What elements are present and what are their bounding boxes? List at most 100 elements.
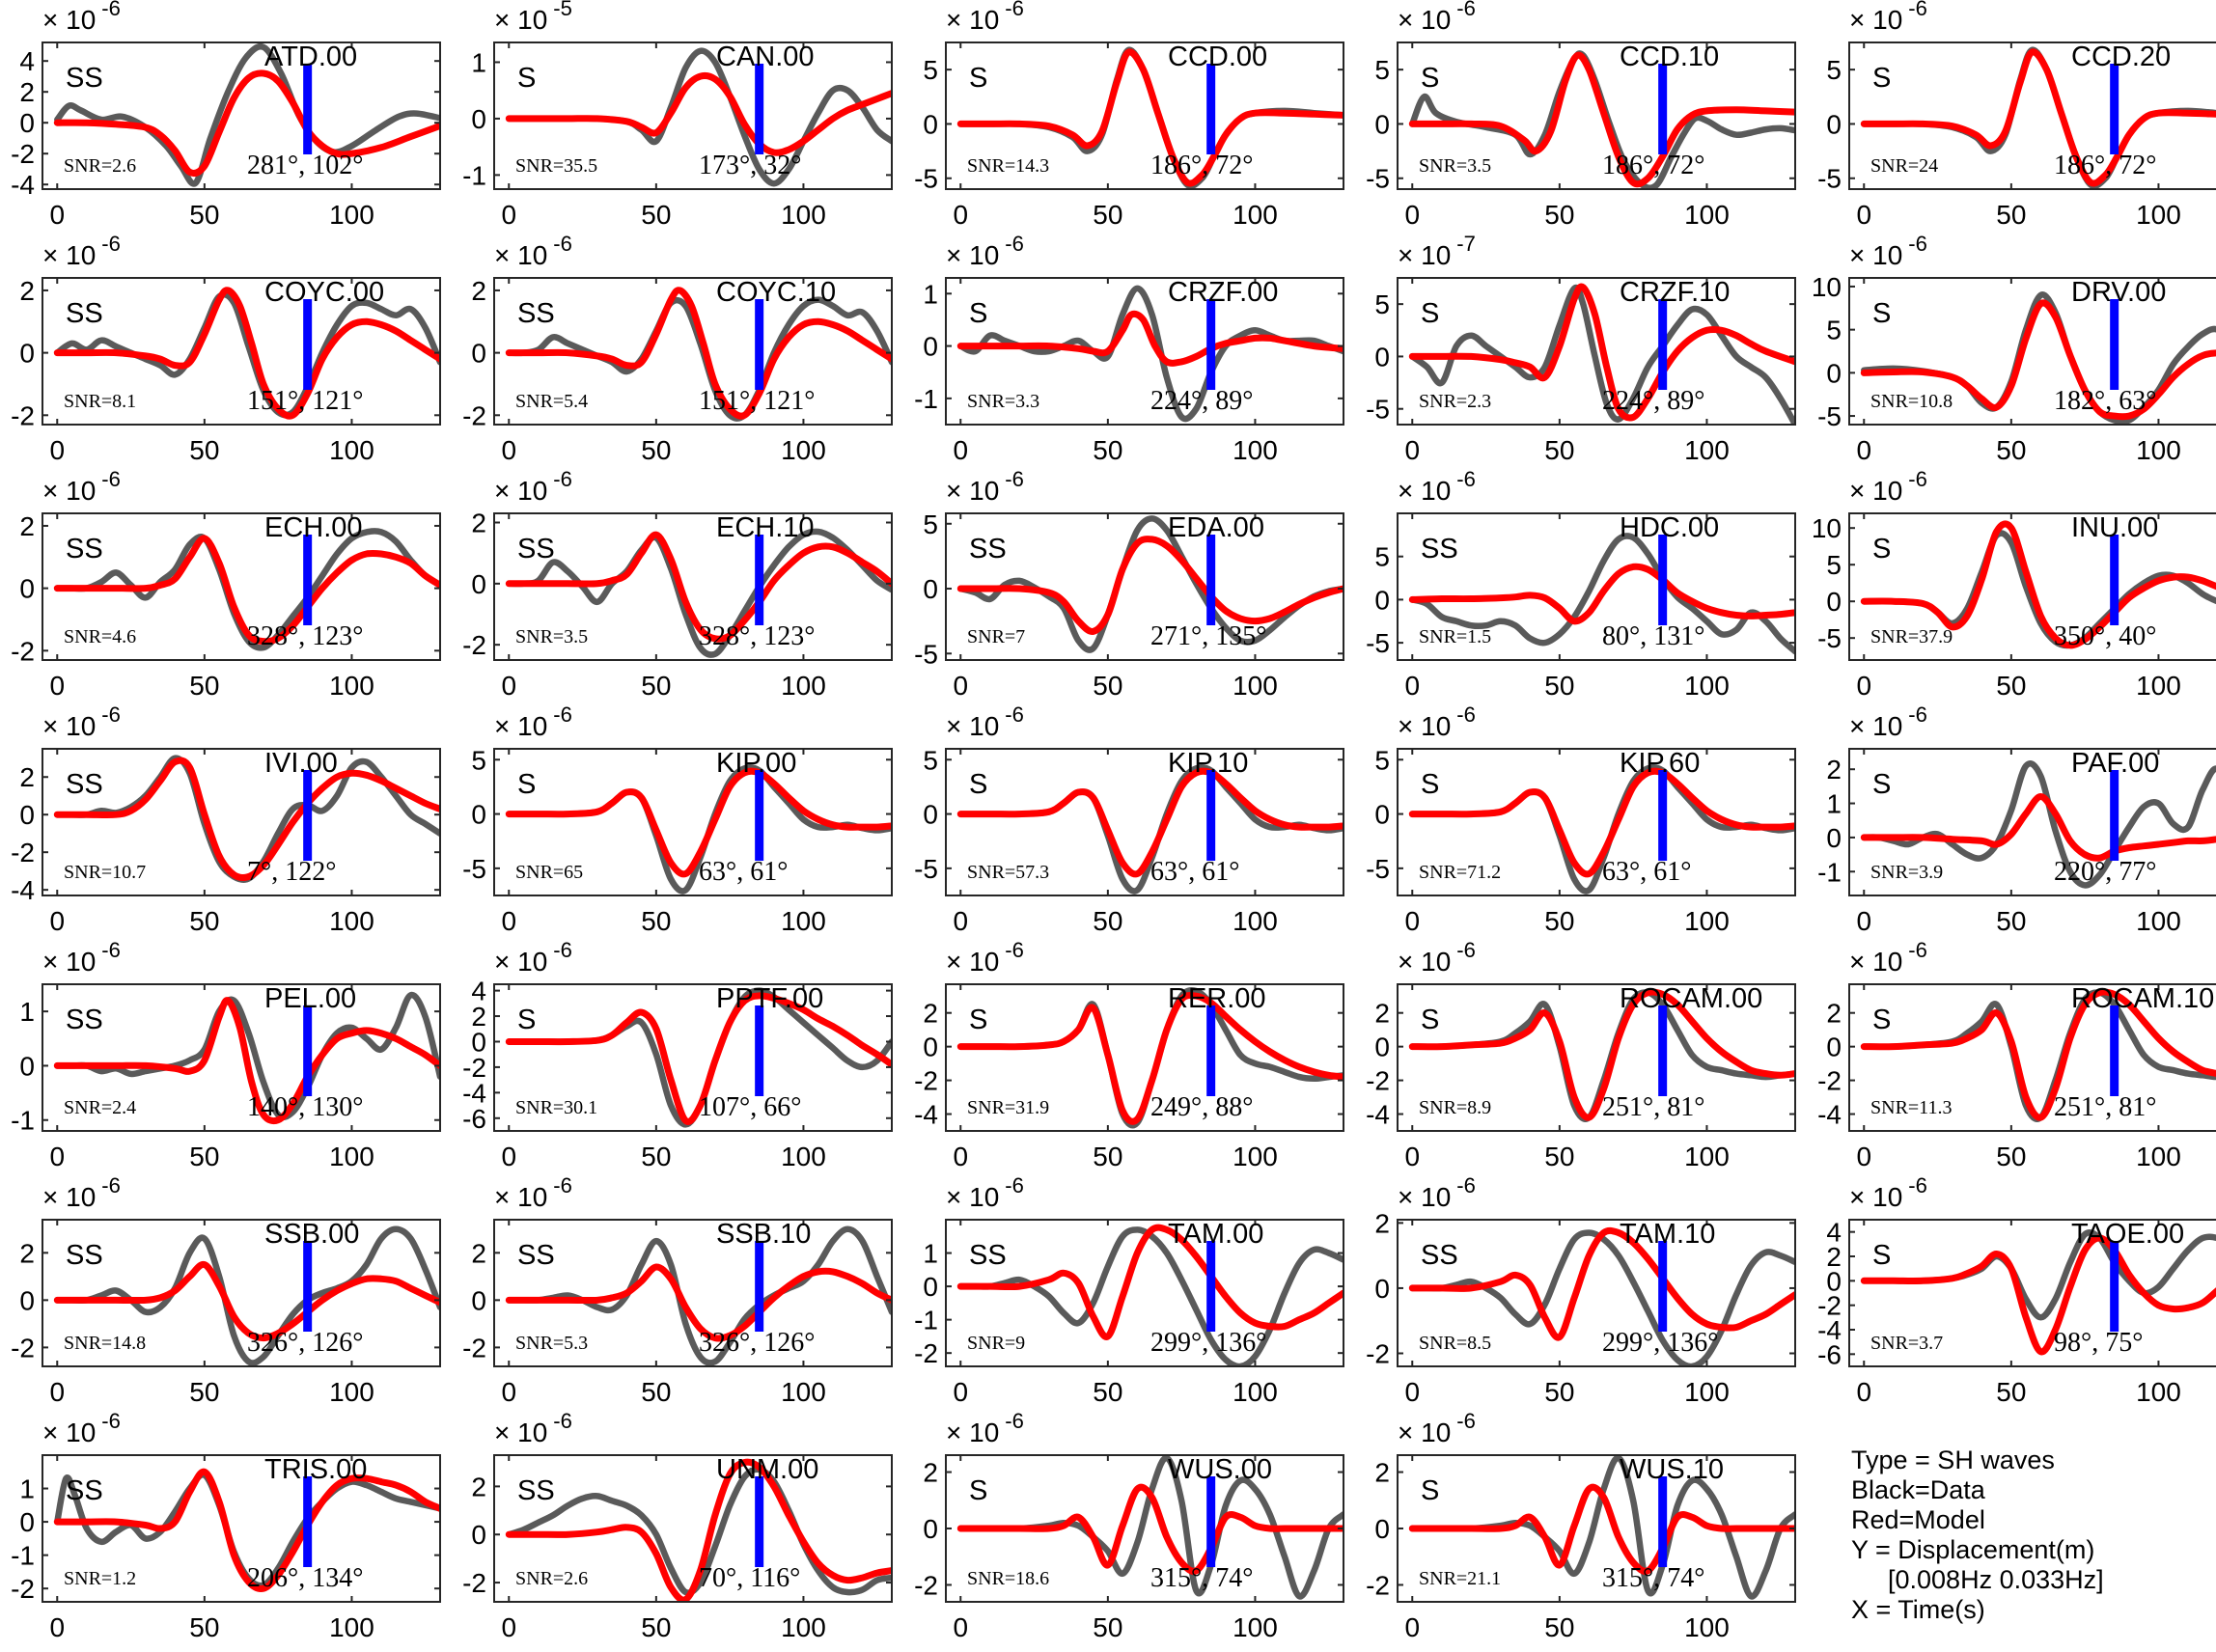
model-trace — [53, 1468, 440, 1592]
y-exponent-power: -6 — [101, 702, 121, 727]
axes-frame — [42, 1219, 441, 1367]
y-tick-label: -5 — [1366, 628, 1390, 658]
x-tick-label: 50 — [641, 200, 671, 230]
y-tick-label: -6 — [1817, 1339, 1842, 1369]
x-tick-label: 100 — [2136, 435, 2181, 465]
x-tick-label: 0 — [501, 1612, 516, 1642]
x-tick-label: 0 — [953, 200, 968, 230]
x-tick-label: 50 — [641, 671, 671, 701]
model-trace — [956, 1224, 1343, 1340]
phase-label: S — [969, 769, 987, 800]
model-trace — [1408, 1483, 1795, 1575]
y-tick-label: -5 — [914, 639, 938, 669]
y-tick-label: 5 — [1826, 55, 1842, 85]
x-tick-label: 50 — [1996, 671, 2026, 701]
y-tick-label: -2 — [1366, 1066, 1390, 1096]
y-tick-label: 5 — [923, 55, 938, 85]
phase-label: S — [517, 769, 536, 800]
x-tick-label: 100 — [1233, 671, 1278, 701]
x-tick-label: 100 — [329, 200, 374, 230]
x-tick-label: 0 — [49, 906, 65, 936]
model-trace — [505, 992, 892, 1125]
y-exponent-power: -6 — [1456, 702, 1476, 727]
y-exponent-label: × 10 -6 — [42, 938, 121, 977]
y-exponent-power: -6 — [553, 232, 572, 256]
phase-label: SS — [517, 1475, 555, 1506]
panel-ech-10: -2 0 2 0 50 100 × 10 -6 SS ECH.10 SNR=3.5 328°, 123… — [462, 467, 893, 701]
model-trace — [1860, 48, 2216, 187]
snr-label: SNR=5.4 — [515, 391, 588, 412]
station-label: TAM.00 — [1168, 1219, 1263, 1250]
y-exponent-power: -6 — [1005, 702, 1024, 727]
y-tick-label: -2 — [11, 400, 35, 430]
station-label: WUS.00 — [1168, 1454, 1272, 1485]
snr-label: SNR=7 — [967, 626, 1025, 647]
y-tick-label: 0 — [1826, 823, 1842, 853]
y-exponent-label: × 10 -6 — [42, 1409, 121, 1447]
phase-label: SS — [66, 1475, 103, 1506]
station-label: KIP.10 — [1168, 748, 1248, 779]
x-tick-label: 0 — [953, 1612, 968, 1642]
x-tick-label: 0 — [501, 1142, 516, 1171]
x-tick-label: 50 — [1093, 435, 1122, 465]
y-tick-label: 0 — [1374, 585, 1390, 615]
y-tick-label: 5 — [471, 745, 486, 775]
phase-label: SS — [66, 1005, 103, 1035]
station-label: IVI.00 — [264, 748, 338, 779]
x-tick-label: 100 — [329, 1612, 374, 1642]
station-label: HDC.00 — [1620, 512, 1719, 543]
x-tick-label: 50 — [641, 1612, 671, 1642]
x-tick-label: 100 — [781, 435, 826, 465]
phase-label: SS — [517, 534, 555, 564]
y-tick-label: 0 — [471, 104, 486, 134]
x-tick-label: 100 — [1684, 671, 1730, 701]
panel-ech-00: -2 0 2 0 50 100 × 10 -6 SS ECH.00 SNR=4.6 328°, 123… — [11, 467, 441, 701]
station-label: EDA.00 — [1168, 512, 1264, 543]
x-tick-label: 100 — [1684, 1377, 1730, 1407]
y-tick-label: 5 — [1374, 542, 1390, 572]
y-tick-label: -4 — [11, 170, 35, 200]
snr-label: SNR=3.5 — [515, 626, 588, 647]
axes-frame — [1848, 41, 2216, 190]
phase-label: S — [1872, 298, 1891, 329]
panel-pel-00: -1 0 1 0 50 100 × 10 -6 SS PEL.00 SNR=2.4 140°, 130… — [11, 938, 441, 1171]
angles-label: 220°, 77° — [2054, 857, 2156, 887]
panel-coyc-00: -2 0 2 0 50 100 × 10 -6 SS COYC.00 SNR=8.1 151°, 12… — [11, 232, 441, 465]
snr-label: SNR=3.7 — [1870, 1333, 1943, 1354]
phase-label: SS — [969, 1240, 1007, 1271]
y-tick-label: -4 — [1817, 1315, 1842, 1345]
x-tick-label: 0 — [501, 200, 516, 230]
y-exponent-power: -6 — [1005, 467, 1024, 491]
y-exponent-power: -6 — [553, 938, 572, 962]
x-tick-label: 100 — [329, 906, 374, 936]
x-tick-label: 50 — [1996, 200, 2026, 230]
y-tick-label: 0 — [19, 1051, 35, 1081]
y-tick-label: 0 — [1374, 342, 1390, 372]
snr-label: SNR=9 — [967, 1333, 1025, 1354]
y-exponent-label: × 10 -6 — [1849, 467, 1927, 506]
y-tick-label: -2 — [1817, 1066, 1842, 1096]
data-trace — [506, 528, 892, 658]
y-exponent-label: × 10 -6 — [42, 1173, 121, 1212]
snr-label: SNR=10.7 — [64, 862, 146, 883]
station-label: UNM.00 — [716, 1454, 818, 1485]
x-tick-label: 0 — [1856, 1377, 1871, 1407]
y-tick-label: -5 — [1817, 164, 1842, 194]
y-exponent-label: × 10 -6 — [494, 702, 572, 741]
angles-label: 251°, 81° — [1602, 1092, 1704, 1122]
x-tick-label: 0 — [501, 1377, 516, 1407]
y-tick-label: -5 — [1817, 623, 1842, 653]
station-label: COYC.10 — [716, 277, 836, 308]
phase-label: S — [1421, 63, 1439, 94]
phase-label: S — [1872, 534, 1891, 564]
data-trace — [1409, 533, 1795, 655]
y-tick-label: 1 — [923, 279, 938, 309]
angles-label: 151°, 121° — [247, 386, 363, 416]
y-tick-label: 0 — [19, 1285, 35, 1315]
y-exponent-label: × 10 -6 — [494, 1173, 572, 1212]
axes-frame — [1848, 748, 2216, 896]
y-exponent-label: × 10 -6 — [1849, 232, 1927, 270]
